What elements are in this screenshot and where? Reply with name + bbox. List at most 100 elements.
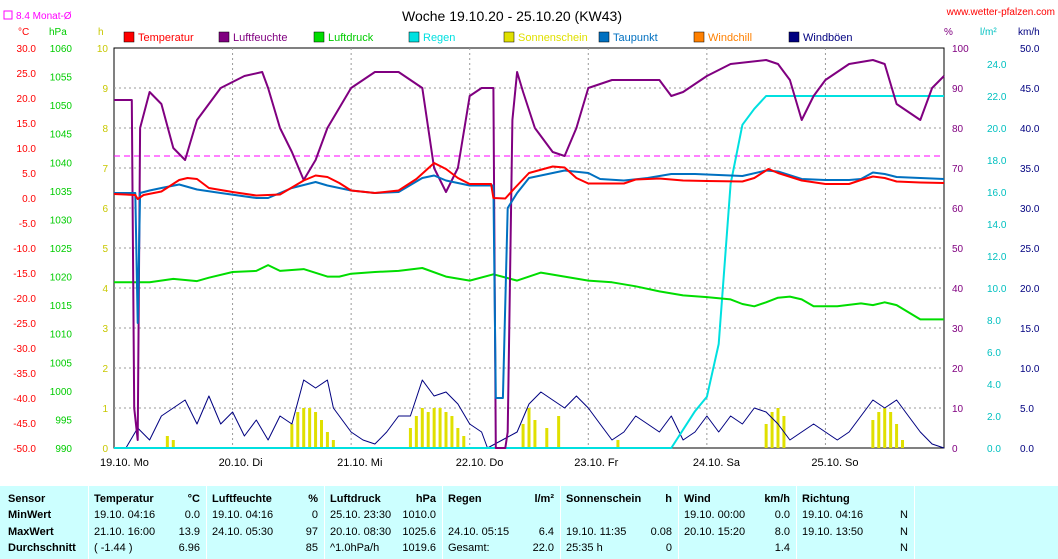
- stats-header-wind-unit: km/h: [764, 493, 790, 505]
- temp-tick-label: 30.0: [17, 44, 37, 55]
- sun-tick-label: 8: [102, 124, 108, 135]
- temp-tick-label: -40.0: [13, 394, 36, 405]
- humidity-tick-label: 0: [952, 444, 958, 455]
- sunshine-bar: [895, 424, 899, 448]
- temp-avg-note: ( -1.44 ): [94, 542, 133, 554]
- sunshine-bar: [302, 408, 306, 448]
- temperature-line: [113, 162, 945, 200]
- wind-tick-label: 15.0: [1020, 324, 1040, 335]
- temp-max-value: 13.9: [178, 526, 200, 538]
- rain-unit-label: l/m²: [980, 27, 997, 38]
- gusts-line: [114, 379, 945, 449]
- wind-avg-value: 1.4: [774, 542, 790, 554]
- axis-ticks: 30.025.020.015.010.05.00.0-5.0-10.0-15.0…: [13, 44, 1040, 455]
- stats-table: Sensor MinWert MaxWert Durchschnitt Temp…: [0, 486, 1058, 559]
- sunshine-bar: [545, 428, 549, 448]
- rain-tick-label: 20.0: [987, 124, 1007, 135]
- humidity-tick-label: 100: [952, 44, 969, 55]
- wind-tick-label: 50.0: [1020, 44, 1040, 55]
- temp-tick-label: 25.0: [17, 69, 37, 80]
- pressure-tick-label: 990: [55, 444, 72, 455]
- wind-tick-label: 35.0: [1020, 164, 1040, 175]
- legend-label: Luftdruck: [328, 32, 374, 44]
- humidity-tick-label: 80: [952, 124, 964, 135]
- dir-min-time: 19.10. 04:16: [802, 509, 864, 521]
- temp-tick-label: -20.0: [13, 294, 36, 305]
- pressure-tick-label: 1060: [50, 44, 73, 55]
- sunshine-bar: [171, 440, 175, 448]
- rain-tick-label: 2.0: [987, 412, 1001, 423]
- sunshine-bar: [420, 408, 424, 448]
- press-avg-note: ^1.0hPa/h: [330, 542, 380, 554]
- dewpoint-line: [114, 169, 945, 399]
- temp-max-time: 21.10. 16:00: [94, 526, 156, 538]
- pressure-tick-label: 995: [55, 415, 72, 426]
- pressure-tick-label: 1000: [50, 387, 73, 398]
- legend-label: Taupunkt: [613, 32, 658, 44]
- legend-label: Regen: [423, 32, 455, 44]
- hum-min-time: 19.10. 04:16: [212, 509, 274, 521]
- website-link[interactable]: www.wetter-pfalzen.com: [946, 7, 1055, 18]
- temp-unit-label: °C: [18, 27, 29, 38]
- stats-col-rain: Regen l/m² 24.10. 05:15 6.4 Gesamt: 22.0: [443, 486, 561, 559]
- sunshine-bar: [426, 412, 430, 448]
- legend-label: Luftfeuchte: [233, 32, 287, 44]
- press-min-time: 25.10. 23:30: [330, 509, 392, 521]
- pressure-tick-label: 1025: [50, 244, 73, 255]
- sun-max-value: 0.08: [650, 526, 672, 538]
- dir-max-value: N: [900, 526, 908, 538]
- sunshine-bar: [444, 412, 448, 448]
- x-axis-labels: 19.10. Mo 20.10. Di 21.10. Mi 22.10. Do 23.1…: [100, 457, 859, 469]
- sunshine-bar: [296, 412, 300, 448]
- legend-swatch: [503, 31, 515, 43]
- legend-swatch: [598, 31, 610, 43]
- sun-tick-label: 10: [97, 44, 109, 55]
- temp-tick-label: 10.0: [17, 144, 37, 155]
- stats-label-max: MaxWert: [8, 526, 54, 538]
- sunshine-bar: [165, 436, 169, 448]
- hum-avg-value: 85: [305, 542, 318, 554]
- x-axis-label: 24.10. Sa: [693, 457, 741, 469]
- legend-swatch: [218, 31, 230, 43]
- stats-col-humidity: Luftfeuchte% 19.10. 04:16 0 24.10. 05:30 9…: [207, 486, 325, 559]
- wind-tick-label: 0.0: [1020, 444, 1034, 455]
- sun-tick-label: 6: [102, 204, 108, 215]
- stats-header-sun-unit: h: [665, 493, 672, 505]
- legend-label: Sonnenschein: [518, 32, 588, 44]
- dir-min-value: N: [900, 509, 908, 521]
- pressure-tick-label: 1040: [50, 158, 73, 169]
- press-min-value: 1010.0: [402, 509, 436, 521]
- sunshine-bar: [557, 416, 561, 448]
- pressure-tick-label: 1010: [50, 330, 73, 341]
- stats-header-wind: Wind: [684, 493, 711, 505]
- sunshine-bar: [770, 412, 774, 448]
- temp-tick-label: -30.0: [13, 344, 36, 355]
- temp-min-time: 19.10. 04:16: [94, 509, 156, 521]
- sunshine-bar: [871, 420, 875, 448]
- legend-label: Windböen: [803, 32, 853, 44]
- weather-chart: Woche 19.10.20 - 25.10.20 (KW43) www.wet…: [3, 7, 1055, 469]
- dir-max-time: 19.10. 13:50: [802, 526, 864, 538]
- stats-header-dir: Richtung: [802, 493, 850, 505]
- sun-max-time: 19.10. 11:35: [566, 526, 627, 538]
- x-axis-label: 21.10. Mi: [337, 457, 382, 469]
- rain-tick-label: 14.0: [987, 220, 1007, 231]
- sunshine-bar: [290, 424, 294, 448]
- wind-tick-label: 20.0: [1020, 284, 1040, 295]
- stats-col-temperature: Temperatur °C 19.10. 04:16 0.0 21.10. 16:0…: [89, 486, 207, 559]
- wind-tick-label: 5.0: [1020, 404, 1034, 415]
- press-avg-value: 1019.6: [402, 542, 436, 554]
- sunshine-bar: [877, 412, 881, 448]
- chart-title: Woche 19.10.20 - 25.10.20 (KW43): [402, 8, 622, 24]
- sun-tick-label: 0: [102, 444, 108, 455]
- humidity-unit-label: %: [944, 27, 953, 38]
- pressure-unit-label: hPa: [49, 27, 67, 38]
- humidity-tick-label: 90: [952, 84, 964, 95]
- temp-tick-label: -10.0: [13, 244, 36, 255]
- stats-header-sensor: Sensor: [8, 493, 46, 505]
- press-max-time: 20.10. 08:30: [330, 526, 392, 538]
- stats-col-sunshine: Sonnenschein h 19.10. 11:35 0.08 25:35 h 0: [561, 486, 679, 559]
- wind-tick-label: 10.0: [1020, 364, 1040, 375]
- sun-tick-label: 2: [102, 364, 108, 375]
- temp-tick-label: 0.0: [22, 194, 36, 205]
